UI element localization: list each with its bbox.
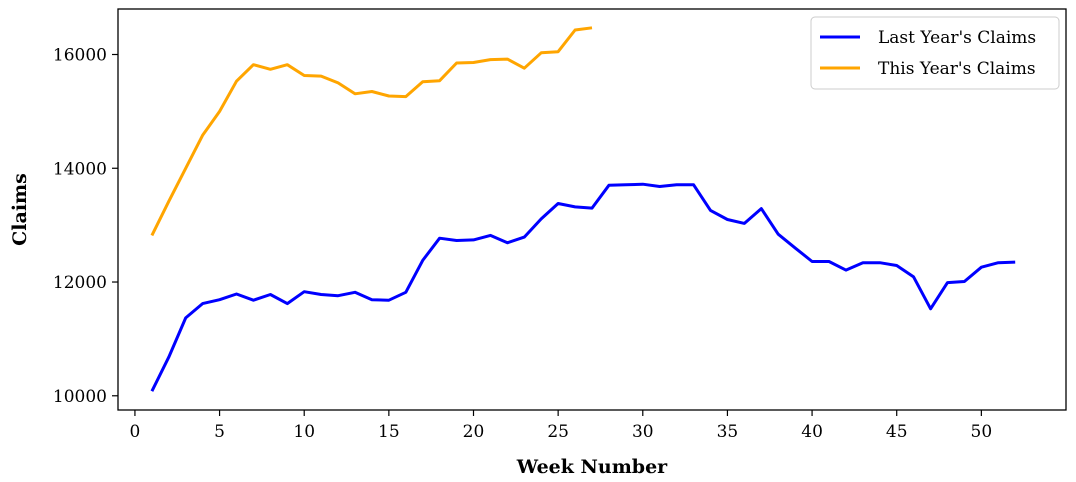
x-tick-label: 20 <box>463 422 485 442</box>
series-layer <box>150 26 1016 392</box>
x-tick-label: 40 <box>801 422 823 442</box>
legend-label-1: Last Year's Claims <box>878 28 1036 48</box>
legend-label-2: This Year's Claims <box>878 59 1036 79</box>
y-tick-label: 16000 <box>53 46 107 66</box>
legend: Last Year's Claims This Year's Claims <box>810 16 1060 90</box>
y-tick-label: 10000 <box>53 387 107 407</box>
y-axis-title: Claims <box>9 173 31 246</box>
legend-box <box>810 16 1060 90</box>
x-tick-label: 25 <box>547 422 569 442</box>
y-tick-label: 12000 <box>53 273 107 293</box>
x-tick-label: 50 <box>971 422 993 442</box>
series-line-2 <box>150 26 593 237</box>
plot-area <box>117 8 1067 411</box>
series-line-1 <box>150 182 1016 392</box>
x-axis-ticks: 0 5 10 15 20 25 30 35 40 45 50 <box>130 410 993 442</box>
x-tick-label: 35 <box>717 422 739 442</box>
x-tick-label: 5 <box>214 422 225 442</box>
x-tick-label: 10 <box>293 422 315 442</box>
x-tick-label: 15 <box>378 422 400 442</box>
x-axis-title: Week Number <box>516 456 668 478</box>
y-tick-label: 14000 <box>53 159 107 179</box>
y-axis-ticks: 10000 12000 14000 16000 <box>53 46 118 407</box>
x-tick-label: 0 <box>130 422 141 442</box>
plot-frame <box>117 8 1067 411</box>
x-tick-label: 45 <box>886 422 908 442</box>
x-tick-label: 30 <box>632 422 654 442</box>
